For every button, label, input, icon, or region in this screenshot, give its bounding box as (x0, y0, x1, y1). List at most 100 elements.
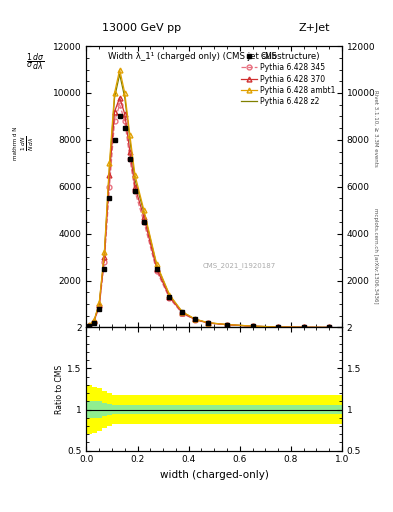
Pythia 6.428 370 (107, 172, 112, 178)
CMS (107, 196, 112, 202)
Text: CMS_2021_I1920187: CMS_2021_I1920187 (203, 262, 276, 269)
Pythia 6.428 z2 (327, 325, 332, 331)
Pythia 6.428 ambt1 (206, 319, 210, 326)
Pythia 6.428 370 (123, 111, 127, 117)
Pythia 6.428 345 (141, 219, 146, 225)
Pythia 6.428 z2 (128, 137, 132, 143)
Pythia 6.428 370 (141, 214, 146, 220)
Pythia 6.428 370 (250, 323, 255, 329)
Pythia 6.428 370 (86, 322, 91, 328)
CMS (327, 324, 332, 330)
Pythia 6.428 ambt1 (250, 323, 255, 329)
Pythia 6.428 345 (123, 118, 127, 124)
CMS (225, 322, 230, 328)
CMS (141, 219, 146, 225)
Pythia 6.428 370 (167, 294, 172, 300)
Pythia 6.428 ambt1 (133, 172, 138, 178)
X-axis label: width (charged-only): width (charged-only) (160, 470, 269, 480)
Pythia 6.428 z2 (180, 309, 185, 315)
Pythia 6.428 ambt1 (180, 309, 185, 315)
CMS (92, 319, 97, 326)
CMS (193, 316, 197, 323)
Pythia 6.428 370 (154, 266, 159, 272)
Text: mathrm d N: mathrm d N (13, 126, 18, 160)
Line: Pythia 6.428 z2: Pythia 6.428 z2 (89, 74, 329, 328)
Pythia 6.428 370 (206, 320, 210, 326)
Pythia 6.428 ambt1 (117, 67, 122, 73)
Line: Pythia 6.428 370: Pythia 6.428 370 (86, 95, 332, 330)
CMS (133, 188, 138, 195)
Pythia 6.428 ambt1 (92, 317, 97, 324)
Pythia 6.428 ambt1 (107, 160, 112, 166)
Pythia 6.428 z2 (206, 319, 210, 326)
Text: 13000 GeV pp: 13000 GeV pp (102, 23, 181, 33)
Pythia 6.428 ambt1 (276, 324, 281, 330)
CMS (276, 324, 281, 330)
Pythia 6.428 345 (276, 324, 281, 330)
Pythia 6.428 z2 (250, 323, 255, 329)
Pythia 6.428 ambt1 (154, 261, 159, 267)
Pythia 6.428 z2 (123, 95, 127, 101)
Pythia 6.428 370 (117, 95, 122, 101)
Line: Pythia 6.428 ambt1: Pythia 6.428 ambt1 (86, 67, 332, 330)
CMS (112, 137, 117, 143)
CMS (123, 125, 127, 131)
CMS (180, 309, 185, 315)
Pythia 6.428 ambt1 (167, 291, 172, 297)
Legend: CMS, Pythia 6.428 345, Pythia 6.428 370, Pythia 6.428 ambt1, Pythia 6.428 z2: CMS, Pythia 6.428 345, Pythia 6.428 370,… (239, 50, 338, 109)
CMS (86, 323, 91, 329)
Pythia 6.428 z2 (167, 292, 172, 298)
CMS (117, 113, 122, 119)
Pythia 6.428 345 (167, 295, 172, 301)
Pythia 6.428 345 (112, 118, 117, 124)
Pythia 6.428 345 (250, 323, 255, 329)
Pythia 6.428 370 (128, 148, 132, 155)
Pythia 6.428 ambt1 (327, 324, 332, 330)
Pythia 6.428 370 (301, 324, 306, 330)
Pythia 6.428 345 (117, 101, 122, 108)
Text: mcplots.cern.ch [arXiv:1306.3436]: mcplots.cern.ch [arXiv:1306.3436] (373, 208, 378, 304)
CMS (167, 294, 172, 300)
Pythia 6.428 345 (193, 316, 197, 323)
Pythia 6.428 345 (92, 318, 97, 325)
Pythia 6.428 z2 (86, 322, 91, 328)
Text: Z+Jet: Z+Jet (299, 23, 330, 33)
Pythia 6.428 370 (276, 324, 281, 330)
Pythia 6.428 z2 (133, 177, 138, 183)
Pythia 6.428 345 (154, 268, 159, 274)
Pythia 6.428 345 (97, 303, 101, 309)
Pythia 6.428 ambt1 (123, 90, 127, 96)
Text: $\frac{1}{N}\frac{dN}{d\lambda}$: $\frac{1}{N}\frac{dN}{d\lambda}$ (19, 136, 36, 151)
Pythia 6.428 370 (97, 302, 101, 308)
Pythia 6.428 ambt1 (97, 300, 101, 306)
Line: Pythia 6.428 345: Pythia 6.428 345 (86, 102, 332, 330)
Pythia 6.428 345 (327, 325, 332, 331)
Pythia 6.428 ambt1 (102, 249, 107, 255)
Pythia 6.428 370 (327, 325, 332, 331)
Pythia 6.428 z2 (117, 71, 122, 77)
Pythia 6.428 370 (112, 109, 117, 115)
CMS (301, 324, 306, 330)
CMS (128, 156, 132, 162)
Pythia 6.428 z2 (97, 301, 101, 307)
Pythia 6.428 ambt1 (141, 207, 146, 214)
Y-axis label: Ratio to CMS: Ratio to CMS (55, 365, 64, 414)
Pythia 6.428 z2 (154, 262, 159, 268)
Pythia 6.428 345 (301, 324, 306, 330)
Pythia 6.428 370 (180, 310, 185, 316)
Pythia 6.428 370 (225, 322, 230, 328)
Pythia 6.428 ambt1 (193, 316, 197, 322)
Text: Rivet 3.1.10, ≥ 3.3M events: Rivet 3.1.10, ≥ 3.3M events (373, 90, 378, 166)
Pythia 6.428 345 (180, 310, 185, 316)
CMS (206, 319, 210, 326)
Pythia 6.428 345 (225, 322, 230, 328)
CMS (250, 323, 255, 329)
Pythia 6.428 345 (107, 184, 112, 190)
Pythia 6.428 ambt1 (128, 132, 132, 138)
Pythia 6.428 370 (92, 318, 97, 324)
Pythia 6.428 z2 (301, 324, 306, 330)
Pythia 6.428 345 (206, 320, 210, 326)
Pythia 6.428 z2 (92, 317, 97, 324)
Pythia 6.428 370 (133, 184, 138, 190)
CMS (97, 306, 101, 312)
